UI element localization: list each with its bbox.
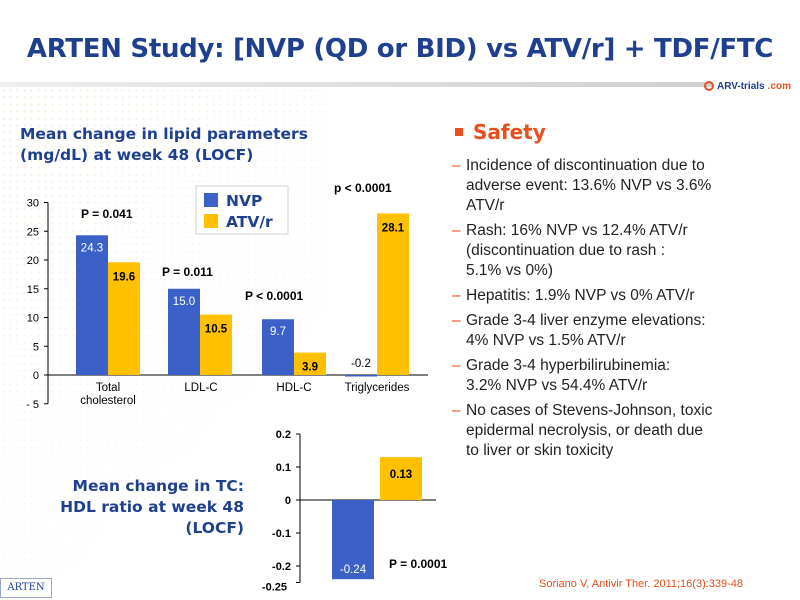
safety-bullet: – Hepatitis: 1.9% NVP vs 0% ATV/r [452, 286, 798, 306]
lipid-bar-atvr [294, 352, 326, 375]
lipid-data-label: 28.1 [382, 222, 405, 234]
bullet-line: epidermal necrolysis, or death due [466, 422, 703, 439]
lipid-pvalue: P < 0.0001 [245, 289, 303, 303]
tc-y-tick-label: 0.2 [276, 429, 291, 441]
bullet-line: Grade 3-4 hyperbilirubinemia: [466, 357, 671, 374]
lipid-category-line: Triglycerides [345, 382, 410, 394]
lipid-y-tick-label: 10 [27, 313, 39, 325]
lipid-data-label: 19.6 [113, 271, 135, 283]
citation: Soriano V, Antivir Ther. 2011;16(3):339-… [539, 578, 744, 590]
bullet-line: adverse event: 13.6% NVP vs 3.6% [466, 177, 712, 194]
tc-pvalue: P = 0.0001 [389, 557, 447, 571]
bullet-line: ATV/r [466, 197, 505, 214]
tc-y-tick-label: -0.1 [272, 528, 291, 540]
tc-y-tick-label: 0 [285, 495, 291, 507]
dash-bullet-icon: – [452, 222, 461, 239]
lipid-bar-nvp [168, 288, 200, 375]
lipid-category-label: Total cholesterol [80, 382, 136, 407]
safety-bullet: – Rash: 16% NVP vs 12.4% ATV/r (discontinu… [452, 221, 798, 281]
tc-data-label: 0.13 [390, 469, 412, 481]
arv-trials-logo: ARV-trials .com [704, 79, 791, 93]
lipid-pvalue: P = 0.011 [162, 265, 213, 279]
bullet-line: 5.1% vs 0%) [466, 262, 554, 279]
lipid-bar-nvp [76, 235, 108, 375]
lipid-bar-atvr [377, 213, 409, 375]
lipid-y-tick-label: 20 [27, 255, 39, 267]
lipid-data-label: 10.5 [205, 324, 228, 336]
title-underline-bar [0, 82, 712, 87]
lipid-category-line: LDL-C [184, 382, 217, 394]
dash-bullet-icon: – [452, 287, 461, 304]
safety-heading: Safety [455, 120, 546, 144]
legend-swatch-nvp [204, 193, 218, 207]
tc-y-tick-label: -0.25 [262, 582, 287, 594]
safety-bullet: – Grade 3-4 liver enzyme elevations: 4% NV… [452, 311, 798, 351]
lipid-data-label: 3.9 [302, 362, 318, 374]
legend-label-atvr: ATV/r [226, 213, 273, 231]
lipid-y-tick-label: - 5 [26, 399, 39, 411]
bullet-line: (discontinuation due to rash : [466, 242, 666, 259]
dash-bullet-icon: – [452, 357, 461, 374]
bullet-line: Grade 3-4 liver enzyme elevations: [466, 312, 706, 329]
square-bullet-icon [455, 128, 463, 136]
lipid-data-label: 24.3 [81, 242, 103, 254]
lipid-category-label: Triglycerides [345, 382, 410, 394]
logo-ring-icon [704, 81, 714, 91]
lipid-bar-nvp [345, 375, 377, 377]
lipid-category-label: HDL-C [276, 382, 311, 394]
bullet-line: 3.2% NVP vs 54.4% ATV/r [466, 377, 648, 394]
bullet-line: Rash: 16% NVP vs 12.4% ATV/r [466, 222, 688, 239]
tc-bar-nvp [332, 500, 374, 580]
lipid-category-line: Total [96, 382, 120, 394]
lipid-y-tick-label: 15 [27, 284, 39, 296]
lipid-pvalue: p < 0.0001 [334, 181, 392, 195]
safety-bullet: – Incidence of discontinuation due to adve… [452, 156, 798, 216]
lipid-bar-nvp [262, 319, 294, 375]
lipid-data-label: -0.2 [351, 358, 371, 370]
lipid-y-tick-label: 25 [27, 226, 39, 238]
lipid-data-label: 9.7 [270, 326, 286, 338]
legend-label-nvp: NVP [226, 192, 262, 210]
page-title: ARTEN Study: [NVP (QD or BID) vs ATV/r] … [26, 34, 774, 64]
lipid-data-label: 15.0 [173, 296, 195, 308]
lipid-bar-atvr [200, 314, 232, 375]
bullet-line: to liver or skin toxicity [466, 442, 614, 459]
bullet-line: Incidence of discontinuation due to [466, 157, 705, 174]
dash-bullet-icon: – [452, 312, 461, 329]
dash-bullet-icon: – [452, 157, 461, 174]
lipid-y-tick-label: 30 [27, 198, 39, 210]
logo-suffix: .com [767, 80, 791, 92]
legend-swatch-atvr [204, 214, 218, 228]
safety-bullet-list: – Incidence of discontinuation due to adve… [452, 156, 798, 466]
lipid-y-tick-label: 5 [33, 341, 39, 353]
lipid-y-tick-label: 0 [33, 370, 39, 382]
lipid-bar-atvr [108, 262, 140, 375]
tc-data-label: -0.24 [340, 564, 367, 576]
lipid-category-line: HDL-C [276, 382, 311, 394]
lipid-chart-title: Mean change in lipid parameters (mg/dL) … [20, 125, 308, 164]
bullet-line: No cases of Stevens-Johnson, toxic [466, 402, 713, 419]
tc-y-tick-label: -0.2 [272, 561, 291, 573]
dash-bullet-icon: – [452, 402, 461, 419]
tc-bar-atvr [380, 457, 422, 500]
bullet-line: 4% NVP vs 1.5% ATV/r [466, 332, 626, 349]
lipid-category-line: cholesterol [80, 395, 136, 407]
tc-y-tick-label: 0.1 [276, 462, 291, 474]
safety-bullet: – Grade 3-4 hyperbilirubinemia: 3.2% NVP v… [452, 356, 798, 396]
lipid-category-label: LDL-C [184, 382, 217, 394]
bullet-line: Hepatitis: 1.9% NVP vs 0% ATV/r [466, 287, 695, 304]
footer-study-tag: ARTEN [0, 578, 52, 598]
safety-heading-label: Safety [473, 120, 546, 144]
safety-bullet: – No cases of Stevens-Johnson, toxic epide… [452, 401, 798, 461]
logo-brand: ARV-trials [717, 80, 765, 92]
lipid-pvalue: P = 0.041 [81, 207, 133, 221]
tc-hdl-chart-title: Mean change in TC: HDL ratio at week 48 … [60, 477, 244, 537]
